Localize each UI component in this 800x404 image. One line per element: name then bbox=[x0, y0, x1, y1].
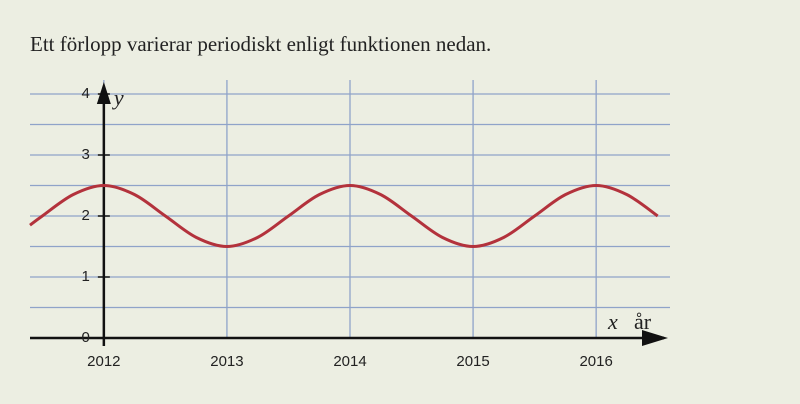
x-tick-label: 2015 bbox=[456, 353, 489, 370]
x-tick-label: 2014 bbox=[333, 353, 366, 370]
y-tick-label: 4 bbox=[82, 85, 90, 102]
chart-title: Ett förlopp varierar periodiskt enligt f… bbox=[30, 32, 491, 56]
y-axis-arrow bbox=[96, 82, 111, 104]
y-tick-label: 3 bbox=[82, 146, 90, 163]
x-axis-label: x bbox=[607, 309, 618, 334]
x-axis-arrow bbox=[642, 330, 668, 346]
curve bbox=[29, 183, 659, 249]
x-tick-label: 2013 bbox=[210, 353, 243, 370]
x-tick-label: 2012 bbox=[87, 353, 120, 370]
x-axis-unit: år bbox=[634, 309, 652, 334]
x-tick-label: 2016 bbox=[579, 353, 612, 370]
y-tick-label: 2 bbox=[82, 207, 90, 224]
y-tick-label: 0 bbox=[82, 329, 90, 346]
y-tick-label: 1 bbox=[82, 268, 90, 285]
y-axis-label: y bbox=[112, 85, 124, 110]
